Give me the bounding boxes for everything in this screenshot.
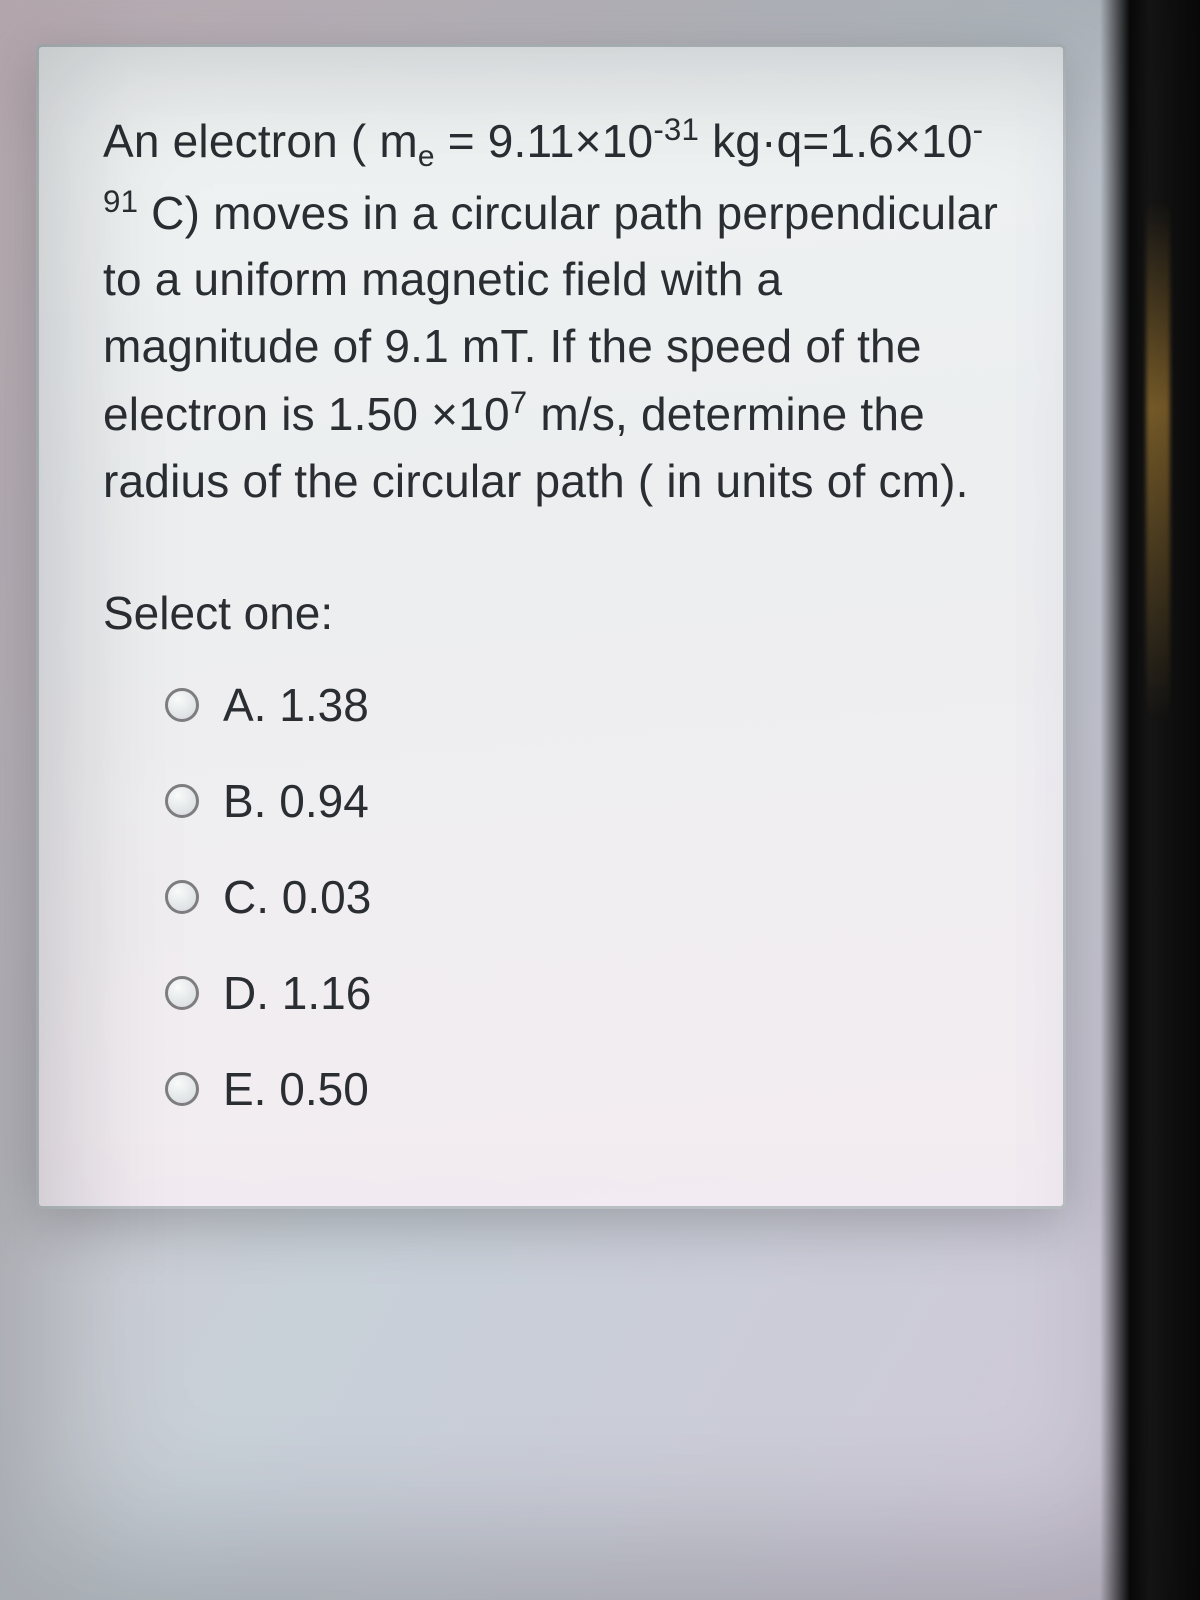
option-label: D. 1.16 xyxy=(223,966,371,1020)
q-part: kg xyxy=(699,115,761,167)
q-dot: · xyxy=(761,115,777,167)
option-b[interactable]: B. 0.94 xyxy=(165,774,999,828)
option-d[interactable]: D. 1.16 xyxy=(165,966,999,1020)
q-sub-e: e xyxy=(418,140,435,173)
option-label: A. 1.38 xyxy=(223,678,369,732)
q-sup-1: -31 xyxy=(653,112,699,147)
q-part: An electron ( m xyxy=(103,115,418,167)
question-text: An electron ( me = 9.11×10-31 kg·q=1.6×1… xyxy=(103,107,999,514)
select-one-prompt: Select one: xyxy=(103,586,999,640)
option-label: C. 0.03 xyxy=(223,870,371,924)
option-e[interactable]: E. 0.50 xyxy=(165,1062,999,1116)
option-label: E. 0.50 xyxy=(223,1062,369,1116)
radio-icon[interactable] xyxy=(165,784,199,818)
monitor-bezel xyxy=(1100,0,1200,1600)
q-part: q=1.6×10 xyxy=(777,115,973,167)
q-part: = 9.11×10 xyxy=(435,115,654,167)
radio-icon[interactable] xyxy=(165,880,199,914)
option-a[interactable]: A. 1.38 xyxy=(165,678,999,732)
option-c[interactable]: C. 0.03 xyxy=(165,870,999,924)
bezel-reflection xyxy=(1146,200,1170,720)
radio-icon[interactable] xyxy=(165,688,199,722)
option-label: B. 0.94 xyxy=(223,774,369,828)
radio-icon[interactable] xyxy=(165,1072,199,1106)
quiz-card: An electron ( me = 9.11×10-31 kg·q=1.6×1… xyxy=(36,44,1066,1209)
q-sup-3: 7 xyxy=(510,385,528,420)
options-list: A. 1.38 B. 0.94 C. 0.03 D. 1.16 E. 0.50 xyxy=(103,678,999,1116)
radio-icon[interactable] xyxy=(165,976,199,1010)
